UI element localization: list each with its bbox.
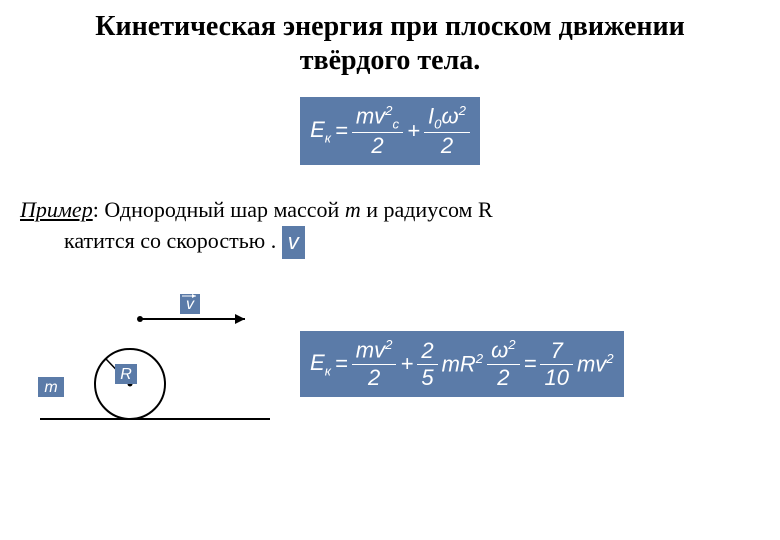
example-label-text: Пример (20, 197, 93, 222)
velocity-inline-box: v (282, 226, 305, 259)
res-t3-mv: mv (577, 351, 606, 376)
res-t1-den: 2 (352, 365, 397, 391)
t2-omega: ω (441, 104, 458, 129)
v-label: v (186, 296, 195, 313)
res-t2c-den: 2 (487, 365, 519, 391)
res-lhs: Eк (310, 350, 331, 378)
res-plus: + (400, 351, 413, 377)
example-text-3: катится со скоростью . (64, 228, 276, 253)
term2-num: I0ω2 (424, 103, 470, 133)
velocity-arrow-head (235, 314, 245, 324)
res-t2b-mR: mR (442, 351, 476, 376)
t1-sub: c (393, 117, 400, 132)
res-t2c-sup: 2 (508, 337, 515, 352)
res-t2c-num: ω2 (487, 337, 519, 364)
res-E: E (310, 350, 325, 375)
res-t2b-sup: 2 (476, 351, 483, 366)
res-t1-sup: 2 (385, 337, 392, 352)
main-formula-box: Eк = mv2c 2 + I0ω2 2 (300, 97, 480, 165)
res-t2a-den: 5 (417, 365, 437, 391)
rolling-ball-diagram: v R m (20, 289, 280, 434)
res-t2a: 2 5 (417, 338, 437, 391)
term1-frac: mv2c 2 (352, 103, 403, 159)
r-label: R (120, 366, 132, 383)
result-formula-box: Eк = mv2 2 + 2 5 mR2 ω2 2 = (300, 331, 624, 396)
main-formula-container: Eк = mv2c 2 + I0ω2 2 (20, 97, 760, 165)
res-t2c-omega: ω (491, 338, 508, 363)
result-formula: Eк = mv2 2 + 2 5 mR2 ω2 2 = (310, 337, 614, 390)
page-title: Кинетическая энергия при плоском движени… (20, 10, 760, 77)
res-t3-num: 7 (540, 338, 572, 365)
t2-sup: 2 (459, 103, 466, 118)
term2-den: 2 (424, 133, 470, 159)
m-label: m (44, 379, 57, 396)
res-sub-k: к (325, 363, 331, 378)
example-text-1: : Однородный шар массой (93, 197, 345, 222)
res-eq2: = (524, 351, 537, 377)
example-paragraph: Пример: Однородный шар массой m и радиус… (20, 195, 760, 259)
title-line-1: Кинетическая энергия при плоском движени… (95, 11, 685, 42)
sub-k: к (325, 130, 331, 145)
main-formula: Eк = mv2c 2 + I0ω2 2 (310, 103, 470, 159)
res-t3-sup: 2 (606, 351, 613, 366)
equals: = (335, 118, 348, 144)
res-t2c: ω2 2 (487, 337, 519, 390)
result-formula-container: Eк = mv2 2 + 2 5 mR2 ω2 2 = (300, 331, 624, 396)
term1-den: 2 (352, 133, 403, 159)
res-t2a-num: 2 (417, 338, 437, 365)
res-t1-num: mv2 (352, 337, 397, 364)
main-lhs: Eк (310, 117, 331, 145)
example-label: Пример (20, 197, 93, 222)
bottom-row: v R m Eк = (20, 289, 760, 439)
mass-var: m (345, 197, 361, 222)
plus: + (407, 118, 420, 144)
res-t3-frac: 7 10 (540, 338, 572, 391)
res-t2b: mR2 (442, 351, 484, 377)
res-eq1: = (335, 351, 348, 377)
res-t1-mv: mv (356, 338, 385, 363)
res-t3-rest: mv2 (577, 351, 614, 377)
title-line-2: твёрдого тела. (300, 45, 481, 76)
res-t3-den: 10 (540, 365, 572, 391)
term2-frac: I0ω2 2 (424, 103, 470, 159)
res-t1: mv2 2 (352, 337, 397, 390)
example-text-2: и радиусом R (361, 197, 493, 222)
var-E: E (310, 117, 325, 142)
velocity-arrow-origin (137, 316, 143, 322)
term1-num: mv2c (352, 103, 403, 133)
diagram: v R m (20, 289, 280, 439)
t1-mv: mv (356, 104, 385, 129)
t1-sup: 2 (385, 103, 392, 118)
